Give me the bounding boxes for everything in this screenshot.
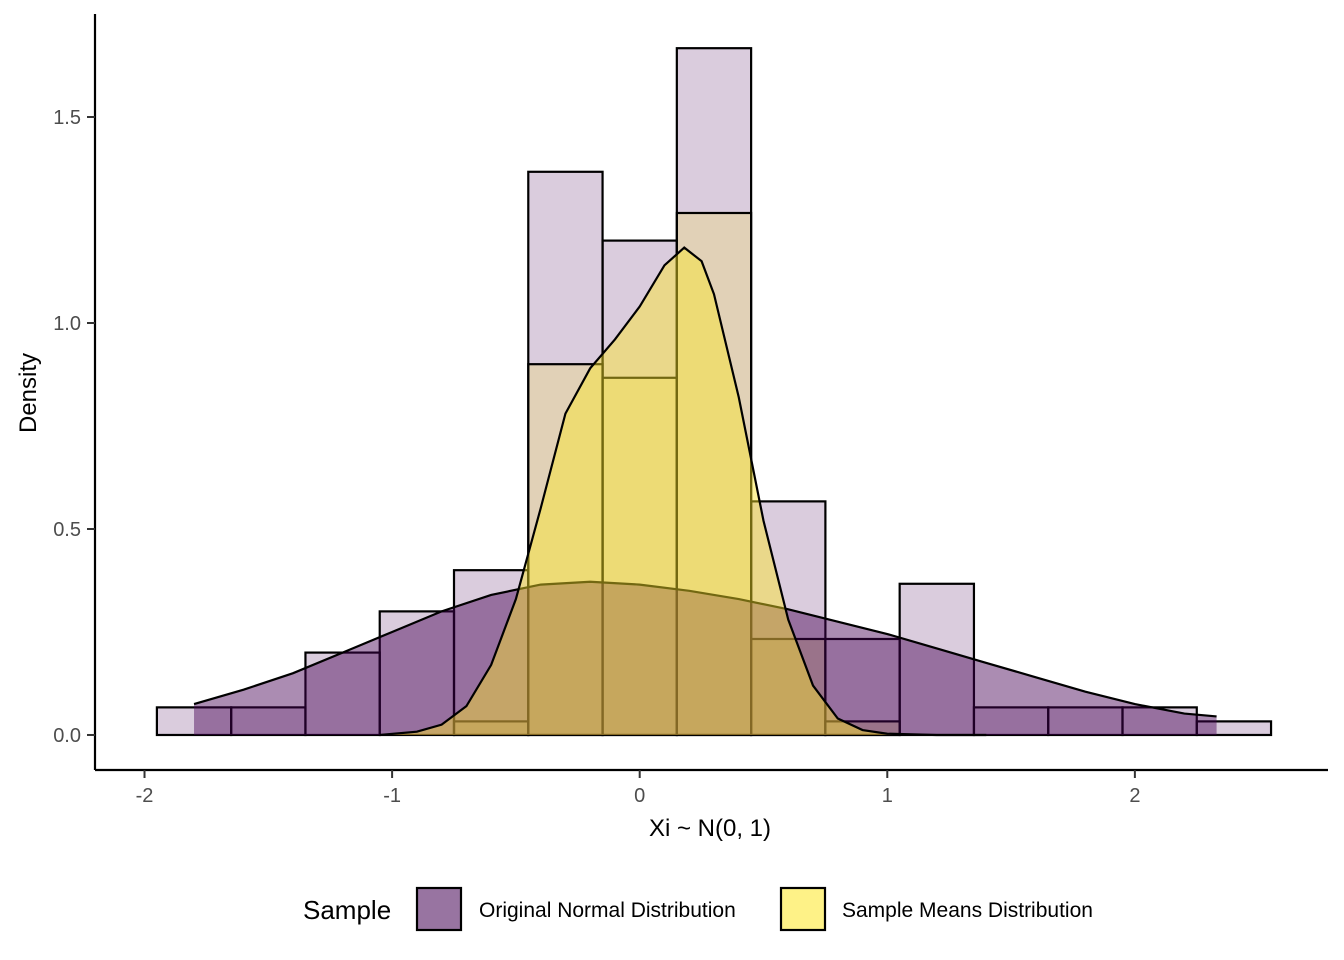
original-histogram-bar	[155, 706, 233, 737]
density-curves	[193, 246, 1217, 737]
axes: -2 -1 0 1 2 0.0 0.5 1.0 1.5	[53, 14, 1328, 807]
y-tick-label: 0.0	[53, 725, 81, 747]
sample-means-density-line	[379, 246, 987, 737]
legend: Sample Original Normal Distribution Samp…	[303, 886, 1093, 932]
x-tick-label: 1	[882, 785, 893, 807]
x-tick-label: 2	[1129, 785, 1140, 807]
original-histogram-bar	[230, 706, 307, 737]
legend-key-sample-means	[779, 886, 827, 932]
original-histogram	[155, 47, 1273, 737]
legend-key-original	[415, 886, 463, 932]
sample-means-histogram-bar	[675, 211, 753, 737]
x-tick-label: -2	[136, 785, 154, 807]
y-axis-title: Density	[15, 353, 42, 433]
sample-means-histogram-bar	[824, 720, 901, 737]
legend-title: Sample	[303, 895, 391, 925]
y-tick-label: 0.5	[53, 519, 81, 541]
x-tick-label: 0	[634, 785, 645, 807]
x-tick-label: -1	[383, 785, 401, 807]
y-tick-label: 1.0	[53, 313, 81, 335]
original-histogram-bar	[1195, 720, 1273, 737]
sample-means-histogram	[452, 211, 901, 737]
legend-label-sample-means: Sample Means Distribution	[842, 899, 1093, 922]
original-density-line	[193, 580, 1217, 718]
legend-label-original: Original Normal Distribution	[479, 899, 736, 922]
original-histogram-bar	[972, 706, 1050, 737]
y-tick-label: 1.5	[53, 107, 81, 129]
original-density-area	[194, 581, 1217, 735]
x-axis-title: Xi ~ N(0, 1)	[649, 815, 771, 842]
sample-means-density-area	[379, 247, 987, 735]
